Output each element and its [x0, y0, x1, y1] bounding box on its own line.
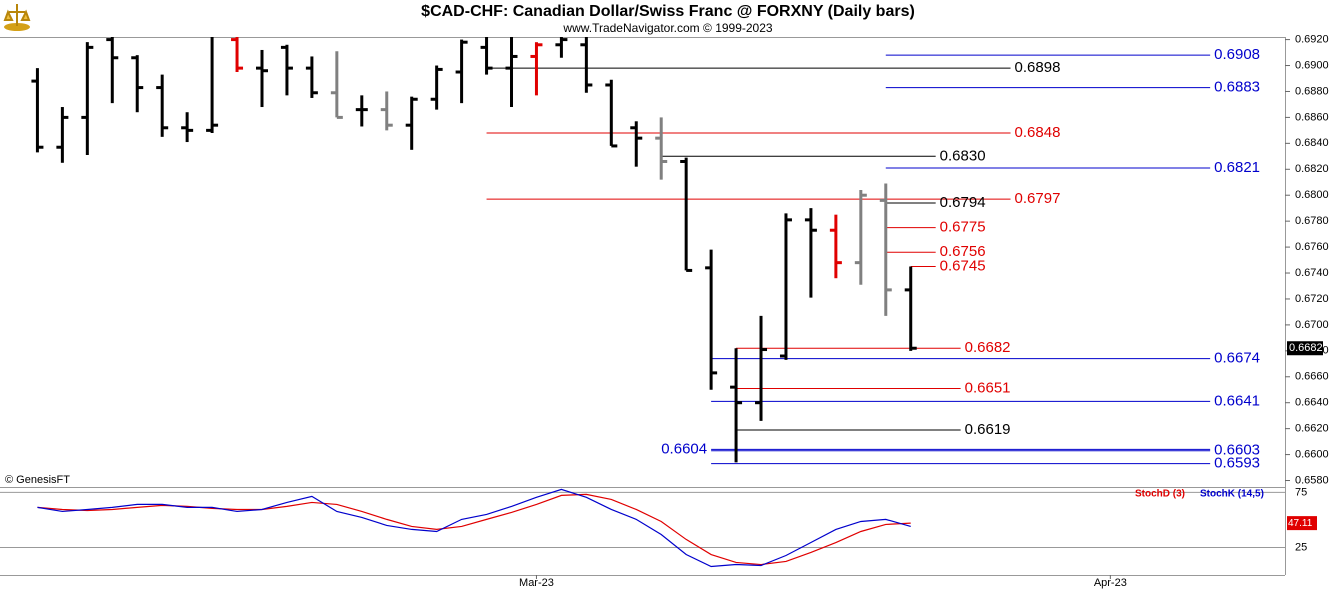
- y-tick-label: 0.6900: [1295, 59, 1329, 71]
- level-label: 0.6756: [940, 243, 986, 260]
- y-tick-label: 0.6580: [1295, 474, 1329, 486]
- last-price-box: [1287, 341, 1323, 356]
- last-value-label: 47.11: [1288, 518, 1313, 529]
- y-tick-label: 0.6780: [1295, 215, 1329, 227]
- y-tick-label: 0.6800: [1295, 189, 1329, 201]
- credit: © GenesisFT: [5, 474, 70, 486]
- y-tick-label: 0.6840: [1295, 137, 1329, 149]
- y-tick-label: 25: [1295, 541, 1307, 553]
- y-tick-label: 0.6860: [1295, 111, 1329, 123]
- series-line: [37, 488, 911, 568]
- level-label: 0.6830: [940, 147, 986, 164]
- level-label: 0.6674: [1214, 350, 1260, 367]
- level-label: 0.6641: [1214, 392, 1260, 409]
- y-tick-label: 0.6600: [1295, 448, 1329, 460]
- level-label: 0.6651: [965, 379, 1011, 396]
- level-label: 0.6821: [1214, 159, 1260, 176]
- y-tick-label: 0.6720: [1295, 293, 1329, 305]
- last-value-box: [1287, 516, 1317, 531]
- level-label: 0.6593: [1214, 455, 1260, 472]
- level-label: 0.6775: [940, 219, 986, 236]
- y-tick-label: 0.6880: [1295, 85, 1329, 97]
- y-tick-label: 75: [1295, 486, 1307, 498]
- y-tick-label: 0.6620: [1295, 423, 1329, 435]
- level-label: 0.6848: [1015, 124, 1061, 141]
- x-tick-label: Mar-23: [519, 577, 554, 589]
- legend-entry: StochD (3): [1135, 489, 1185, 500]
- level-label: 0.6682: [965, 339, 1011, 356]
- level-label: 0.6794: [940, 194, 986, 211]
- level-label: 0.6898: [1015, 59, 1061, 76]
- level-label: 0.6883: [1214, 79, 1260, 96]
- x-tick-label: Apr-23: [1094, 577, 1127, 589]
- y-tick-label: 0.6660: [1295, 371, 1329, 383]
- level-label: 0.6908: [1214, 46, 1260, 63]
- level-label: 0.6619: [965, 421, 1011, 438]
- level-label: 0.6604: [661, 440, 707, 457]
- y-tick-label: 0.6920: [1295, 33, 1329, 45]
- subtitle: www.TradeNavigator.com © 1999-2023: [562, 21, 772, 35]
- chart-title: $CAD-CHF: Canadian Dollar/Swiss Franc @ …: [421, 3, 915, 20]
- level-label: 0.6797: [1015, 190, 1061, 207]
- level-label: 0.6603: [1214, 442, 1260, 459]
- y-tick-label: 0.6760: [1295, 241, 1329, 253]
- y-tick-label: 0.6700: [1295, 319, 1329, 331]
- y-tick-label: 0.6820: [1295, 163, 1329, 175]
- legend-entry: StochK (14,5): [1200, 489, 1264, 500]
- y-tick-label: 0.6640: [1295, 397, 1329, 409]
- last-price-label: 0.6682: [1289, 342, 1323, 354]
- level-label: 0.6745: [940, 258, 986, 275]
- logo: [3, 4, 31, 31]
- y-tick-label: 0.6740: [1295, 267, 1329, 279]
